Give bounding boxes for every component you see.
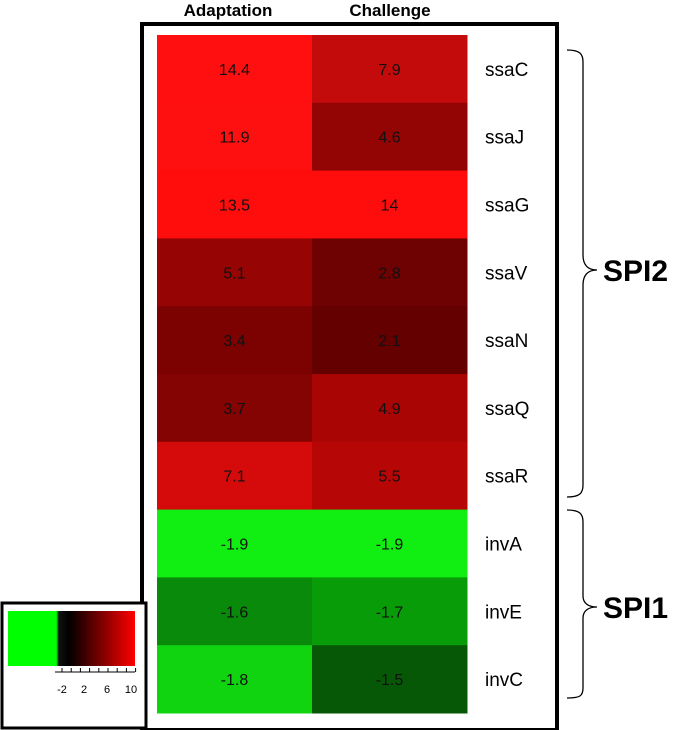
heatmap-cell-value: -1.6 [221,604,249,621]
color-key-gradient [8,611,135,666]
column-header-challenge: Challenge [349,1,430,20]
heatmap-cell [157,306,313,375]
heatmap-cell [312,374,468,443]
heatmap-cell-value: 5.1 [223,265,245,282]
heatmap-cell-value: -1.8 [221,672,249,689]
color-key-tick-label: 10 [125,684,137,696]
heatmap-cell [312,509,468,578]
row-label: ssaG [485,196,529,217]
color-key-ticks [61,668,137,672]
heatmap-cell-value: 14.4 [219,62,250,79]
heatmap-cell [312,645,468,714]
heatmap-cell-value: 3.7 [223,401,245,418]
heatmap-cell [312,102,468,172]
column-header-adaptation: Adaptation [184,1,273,20]
row-label: invA [485,535,522,556]
heatmap-cell-value: 4.6 [378,130,400,147]
heatmap-cells [157,35,468,714]
row-label: ssaR [485,467,528,488]
heatmap-cell [312,577,468,646]
heatmap-cell-value: 2.1 [378,333,400,350]
row-label: ssaC [485,60,528,81]
heatmap-cell-value: 13.5 [219,198,250,215]
heatmap-cell [312,441,468,511]
heatmap-cell-value: 11.9 [220,130,250,147]
heatmap-cell-value: -1.5 [376,672,404,689]
group-label-spi1: SPI1 [603,592,668,625]
row-label: invE [485,602,522,623]
heatmap-cell-value: -1.9 [376,537,404,554]
row-label: ssaN [485,331,528,352]
heatmap-cell [157,102,313,172]
color-key-tick-label: -2 [57,684,67,696]
heatmap-cell [157,374,313,443]
spi2-bracket [566,49,598,498]
row-label: ssaV [485,263,528,284]
heatmap-cell-values: 14.4 7.9 11.9 4.6 13.5 14 5.1 2.8 3.4 2.1 3.7 4.9 7.… [219,62,403,689]
heatmap-cell-value: -1.9 [221,537,249,554]
heatmap-cell [157,170,313,239]
color-key: -2 2 6 10 [0,601,148,730]
heatmap-cell [157,35,313,104]
row-label: ssaQ [485,399,529,420]
heatmap-cell-value: -1.7 [376,604,404,621]
heatmap-cell [157,441,313,511]
heatmap-frame [140,22,559,730]
heatmap-cell-value: 7.9 [378,62,400,79]
heatmap-cell [312,238,468,307]
heatmap-cell [157,238,313,307]
heatmap-cell-value: 14 [381,198,399,215]
heatmap-cell-value: 3.4 [223,333,245,350]
group-label-spi2: SPI2 [603,255,668,288]
heatmap-cell [157,509,313,578]
heatmap-cell-value: 5.5 [378,469,400,486]
heatmap-cell [312,306,468,375]
heatmap-cell-value: 7.1 [223,469,245,486]
heatmap-cell [312,170,468,239]
heatmap-cell-value: 2.8 [378,265,400,282]
row-label: ssaJ [485,128,524,149]
heatmap-cell-value: 4.9 [378,401,400,418]
heatmap-cell [157,645,313,714]
row-labels: ssaC ssaJ ssaG ssaV ssaN ssaQ ssaR invA invE invC [485,60,529,691]
row-label: invC [485,670,523,691]
spi1-bracket [566,509,598,699]
color-key-tick-label: 2 [81,684,87,696]
heatmap-cell [312,35,468,104]
heatmap-cell [157,577,313,646]
color-key-tick-label: 6 [104,684,110,696]
